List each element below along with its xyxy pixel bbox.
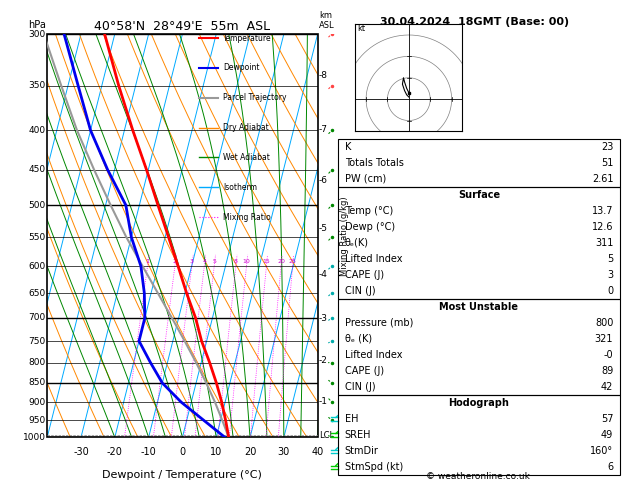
Text: © weatheronline.co.uk: © weatheronline.co.uk — [426, 472, 530, 481]
Text: CAPE (J): CAPE (J) — [345, 366, 384, 376]
Text: -6: -6 — [319, 175, 328, 185]
Text: 2: 2 — [173, 259, 177, 264]
Text: Lifted Index: Lifted Index — [345, 350, 402, 360]
Text: -2: -2 — [319, 356, 328, 365]
Text: 800: 800 — [595, 318, 613, 328]
Text: 10: 10 — [210, 448, 222, 457]
Text: θₑ(K): θₑ(K) — [345, 238, 369, 248]
Text: CIN (J): CIN (J) — [345, 286, 376, 296]
Text: Pressure (mb): Pressure (mb) — [345, 318, 413, 328]
Text: Wet Adiabat: Wet Adiabat — [223, 153, 270, 162]
Text: Dry Adiabat: Dry Adiabat — [223, 123, 269, 132]
Text: 20: 20 — [277, 259, 285, 264]
Text: Dewpoint / Temperature (°C): Dewpoint / Temperature (°C) — [103, 469, 262, 480]
Text: 900: 900 — [28, 398, 46, 407]
Text: LCL: LCL — [319, 431, 334, 439]
Text: Isotherm: Isotherm — [223, 183, 257, 192]
Text: 1000: 1000 — [23, 433, 46, 442]
Text: -30: -30 — [73, 448, 89, 457]
Text: 15: 15 — [262, 259, 270, 264]
Text: 450: 450 — [29, 165, 46, 174]
Text: 6: 6 — [607, 462, 613, 472]
Text: 23: 23 — [601, 141, 613, 152]
Text: StmSpd (kt): StmSpd (kt) — [345, 462, 403, 472]
Text: 0: 0 — [607, 286, 613, 296]
Text: 3: 3 — [607, 270, 613, 280]
Text: 51: 51 — [601, 157, 613, 168]
Text: 20: 20 — [244, 448, 256, 457]
Text: 311: 311 — [595, 238, 613, 248]
Text: Dewp (°C): Dewp (°C) — [345, 222, 395, 232]
Text: CAPE (J): CAPE (J) — [345, 270, 384, 280]
Text: θₑ (K): θₑ (K) — [345, 334, 372, 344]
Text: 550: 550 — [28, 233, 46, 242]
Text: 950: 950 — [28, 416, 46, 425]
Text: -4: -4 — [319, 270, 328, 279]
Text: 1: 1 — [145, 259, 150, 264]
Text: 3: 3 — [190, 259, 194, 264]
Text: 42: 42 — [601, 382, 613, 392]
Text: 40: 40 — [311, 448, 324, 457]
Text: StmDir: StmDir — [345, 446, 379, 456]
Text: 13.7: 13.7 — [592, 206, 613, 216]
Text: 25: 25 — [289, 259, 296, 264]
Text: 5: 5 — [607, 254, 613, 264]
Text: 2.61: 2.61 — [592, 174, 613, 184]
Text: 57: 57 — [601, 414, 613, 424]
Text: Parcel Trajectory: Parcel Trajectory — [223, 93, 286, 102]
Text: 4: 4 — [203, 259, 206, 264]
Text: Most Unstable: Most Unstable — [440, 302, 518, 312]
Text: 8: 8 — [234, 259, 238, 264]
Text: Mixing Ratio: Mixing Ratio — [223, 213, 270, 222]
Text: 160°: 160° — [590, 446, 613, 456]
Text: -8: -8 — [319, 71, 328, 81]
Text: km
ASL: km ASL — [319, 11, 335, 30]
Text: 321: 321 — [595, 334, 613, 344]
Text: -7: -7 — [319, 125, 328, 134]
Text: Totals Totals: Totals Totals — [345, 157, 404, 168]
Text: PW (cm): PW (cm) — [345, 174, 386, 184]
Text: Lifted Index: Lifted Index — [345, 254, 402, 264]
Text: hPa: hPa — [28, 20, 46, 30]
Text: kt: kt — [357, 24, 365, 33]
Text: 800: 800 — [28, 358, 46, 367]
Text: 49: 49 — [601, 430, 613, 440]
Text: Temperature: Temperature — [223, 34, 272, 43]
Text: K: K — [345, 141, 351, 152]
Text: -10: -10 — [141, 448, 157, 457]
Text: 350: 350 — [28, 81, 46, 90]
Text: 30.04.2024  18GMT (Base: 00): 30.04.2024 18GMT (Base: 00) — [381, 17, 569, 27]
Text: -20: -20 — [107, 448, 123, 457]
Text: Surface: Surface — [458, 190, 500, 200]
Title: 40°58'N  28°49'E  55m  ASL: 40°58'N 28°49'E 55m ASL — [94, 20, 270, 33]
Text: 300: 300 — [28, 30, 46, 38]
Text: 850: 850 — [28, 379, 46, 387]
Text: SREH: SREH — [345, 430, 371, 440]
Text: CIN (J): CIN (J) — [345, 382, 376, 392]
Text: -1: -1 — [319, 397, 328, 406]
Text: 10: 10 — [243, 259, 250, 264]
Text: Dewpoint: Dewpoint — [223, 63, 260, 72]
Text: Hodograph: Hodograph — [448, 398, 509, 408]
Text: 400: 400 — [29, 126, 46, 135]
Text: Mixing Ratio (g/kg): Mixing Ratio (g/kg) — [340, 196, 349, 276]
Text: 700: 700 — [28, 313, 46, 322]
Text: 500: 500 — [28, 201, 46, 209]
Text: 89: 89 — [601, 366, 613, 376]
Text: -3: -3 — [319, 314, 328, 323]
Text: 12.6: 12.6 — [592, 222, 613, 232]
Text: 0: 0 — [179, 448, 186, 457]
Text: Temp (°C): Temp (°C) — [345, 206, 393, 216]
Text: 600: 600 — [28, 262, 46, 271]
Text: EH: EH — [345, 414, 358, 424]
Text: 30: 30 — [278, 448, 290, 457]
Text: -5: -5 — [319, 224, 328, 233]
Text: 650: 650 — [28, 289, 46, 297]
Text: 5: 5 — [212, 259, 216, 264]
Text: 750: 750 — [28, 336, 46, 346]
Text: -0: -0 — [604, 350, 613, 360]
